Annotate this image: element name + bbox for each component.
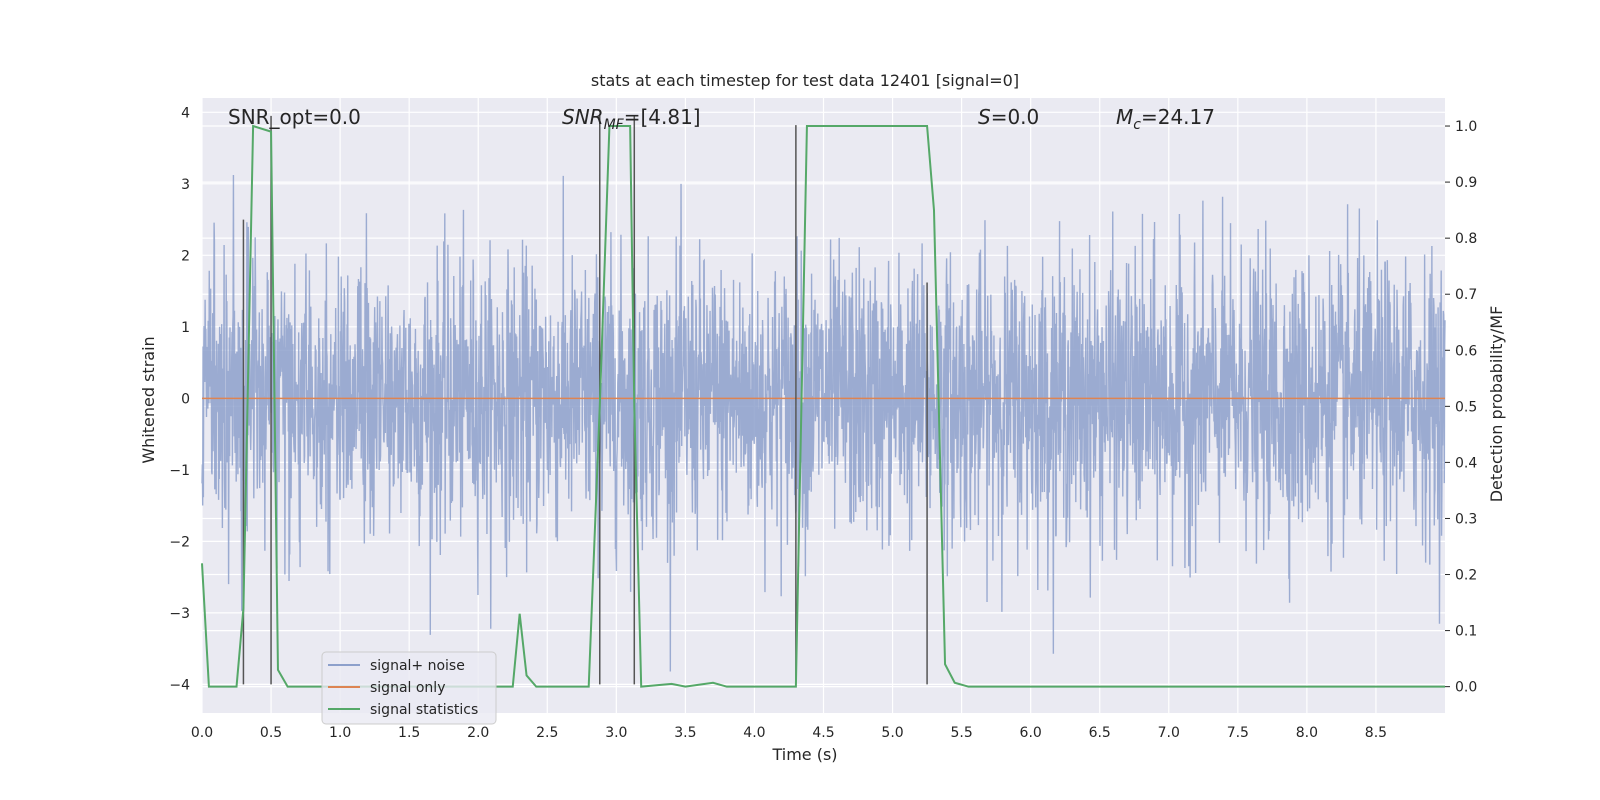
annotation-mc: Mc=24.17 bbox=[1116, 105, 1215, 133]
x-tick-label: 8.0 bbox=[1296, 725, 1318, 741]
y-left-tick-label: 3 bbox=[181, 177, 190, 193]
annotation-s-value: =0.0 bbox=[991, 105, 1040, 129]
y-right-tick-label: 0.1 bbox=[1455, 624, 1477, 640]
annotation-s-main: S bbox=[978, 105, 991, 129]
y-left-tick-label: 1 bbox=[181, 320, 190, 336]
x-tick-label: 6.5 bbox=[1089, 725, 1111, 741]
y-axis-left-label: Whitened strain bbox=[139, 336, 158, 463]
x-tick-label: 5.5 bbox=[950, 725, 972, 741]
x-tick-label: 0.5 bbox=[260, 725, 282, 741]
legend-label-signal-only: signal only bbox=[370, 680, 445, 696]
y-right-tick-label: 0.3 bbox=[1455, 511, 1477, 527]
x-tick-label: 7.5 bbox=[1227, 725, 1249, 741]
y-left-tick-label: 2 bbox=[181, 248, 190, 264]
annotation-snr-mf-value: =[4.81] bbox=[624, 105, 701, 129]
y-right-tick-label: 1.0 bbox=[1455, 119, 1477, 135]
annotation-s: S=0.0 bbox=[978, 105, 1039, 129]
annotation-mc-main: M bbox=[1116, 105, 1133, 129]
y-right-tick-label: 0.6 bbox=[1455, 343, 1477, 359]
x-tick-label: 0.0 bbox=[191, 725, 213, 741]
y-left-tick-label: −4 bbox=[169, 677, 190, 693]
x-tick-label: 3.0 bbox=[605, 725, 627, 741]
x-tick-label: 3.5 bbox=[674, 725, 696, 741]
annotation-snr-opt: SNR_opt=0.0 bbox=[228, 105, 361, 129]
x-tick-label: 4.0 bbox=[743, 725, 765, 741]
y-left-tick-label: −3 bbox=[169, 606, 190, 622]
y-right-tick-label: 0.5 bbox=[1455, 399, 1477, 415]
y-left-tick-label: 0 bbox=[181, 391, 190, 407]
annotation-snr-mf-main: SNR bbox=[562, 105, 604, 129]
annotation-mc-value: =24.17 bbox=[1141, 105, 1215, 129]
x-axis-label: Time (s) bbox=[771, 745, 837, 764]
y-right-tick-label: 0.2 bbox=[1455, 568, 1477, 584]
x-tick-label: 1.0 bbox=[329, 725, 351, 741]
series-line-signal-noise bbox=[201, 174, 1446, 672]
y-left-tick-label: −2 bbox=[169, 534, 190, 550]
x-tick-label: 4.5 bbox=[812, 725, 834, 741]
legend-label-signal-statistics: signal statistics bbox=[370, 702, 478, 718]
legend-label-signal-noise: signal+ noise bbox=[370, 658, 465, 674]
y-left-tick-label: −1 bbox=[169, 463, 190, 479]
x-tick-label: 2.5 bbox=[536, 725, 558, 741]
signal-noise-series bbox=[201, 174, 1446, 672]
x-tick-label: 5.0 bbox=[881, 725, 903, 741]
tick-labels: 0.0 0.5 1.0 1.5 2.0 2.5 3.0 3.5 4.0 4.5 5.0 5.5 6.0 6… bbox=[169, 105, 1477, 741]
legend: signal+ noise signal only signal statist… bbox=[321, 651, 497, 725]
signal-statistics-series bbox=[201, 124, 1445, 688]
x-tick-label: 6.0 bbox=[1020, 725, 1042, 741]
x-tick-label: 1.5 bbox=[398, 725, 420, 741]
y-right-tick-label: 0.9 bbox=[1455, 175, 1477, 191]
chart-title: stats at each timestep for test data 124… bbox=[591, 71, 1019, 90]
annotation-snr-mf-sub: MF bbox=[604, 117, 625, 133]
y-right-tick-label: 0.8 bbox=[1455, 231, 1477, 247]
x-tick-label: 2.0 bbox=[467, 725, 489, 741]
legend-box bbox=[321, 651, 497, 725]
annotation-mc-sub: c bbox=[1133, 117, 1141, 133]
y-axis-right-label: Detection probability/MF bbox=[1487, 306, 1506, 503]
series-line-signal-statistics bbox=[201, 124, 1445, 688]
x-tick-label: 7.0 bbox=[1158, 725, 1180, 741]
annotation-snr-mf: SNRMF=[4.81] bbox=[562, 105, 701, 133]
y-left-tick-label: 4 bbox=[181, 105, 190, 121]
x-tick-label: 8.5 bbox=[1365, 725, 1387, 741]
y-right-tick-label: 0.7 bbox=[1455, 287, 1477, 303]
y-right-tick-label: 0.4 bbox=[1455, 455, 1477, 471]
y-right-tick-label: 0.0 bbox=[1455, 680, 1477, 696]
